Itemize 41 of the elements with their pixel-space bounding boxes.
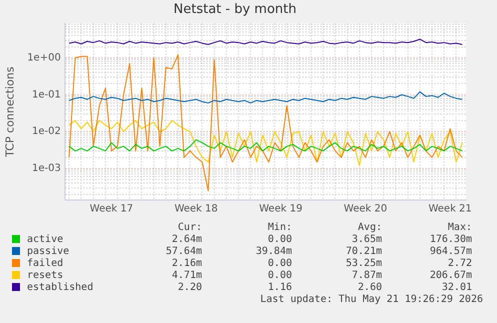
legend-label: established — [26, 282, 94, 294]
text: Max: — [446, 222, 472, 234]
text: 4.71m — [170, 270, 202, 282]
text: 32.01 — [440, 282, 472, 294]
y-tick-label: 1e-01 — [32, 89, 61, 100]
text: Min: — [266, 222, 292, 234]
x-tick-label: Week 18 — [174, 204, 218, 215]
legend-label: failed — [26, 258, 64, 270]
text: 1.16 — [266, 282, 292, 294]
text: 0.00 — [266, 234, 292, 246]
text: 2.16m — [170, 258, 202, 270]
text: 70.21m — [344, 246, 382, 258]
text: 53.25m — [344, 258, 382, 270]
text: 2.60 — [356, 282, 382, 294]
text: 206.67m — [428, 270, 472, 282]
x-tick-label: Week 19 — [259, 204, 302, 215]
text: Cur: — [176, 222, 202, 234]
text: 2.64m — [170, 234, 202, 246]
chart-title: Netstat - by month — [174, 2, 296, 18]
text: Avg: — [356, 222, 382, 234]
text: 176.30m — [428, 234, 472, 246]
text: 57.64m — [164, 246, 202, 258]
text: 3.65m — [350, 234, 382, 246]
text: 0.00 — [266, 258, 292, 270]
x-tick-label: Week 17 — [90, 204, 134, 215]
text: 2.20 — [176, 282, 202, 294]
legend-label: active — [26, 234, 64, 246]
y-tick-label: 1e-02 — [32, 126, 61, 138]
text: 964.57m — [428, 246, 472, 258]
text: Last update: Thu May 21 19:26:29 2026 — [259, 294, 483, 306]
x-tick-label: Week 20 — [344, 204, 388, 215]
y-tick-label: 1e-03 — [32, 163, 61, 174]
text: 2.72 — [446, 258, 472, 270]
y-axis-title: TCP connections — [3, 66, 16, 158]
x-tick-label: Week 21 — [428, 204, 472, 215]
text: 39.84m — [254, 246, 292, 258]
text: 0.00 — [266, 270, 292, 282]
y-tick-label: 1e+00 — [27, 52, 61, 64]
text: 7.87m — [350, 270, 382, 282]
legend-label: resets — [26, 270, 64, 282]
legend-label: passive — [26, 246, 70, 258]
